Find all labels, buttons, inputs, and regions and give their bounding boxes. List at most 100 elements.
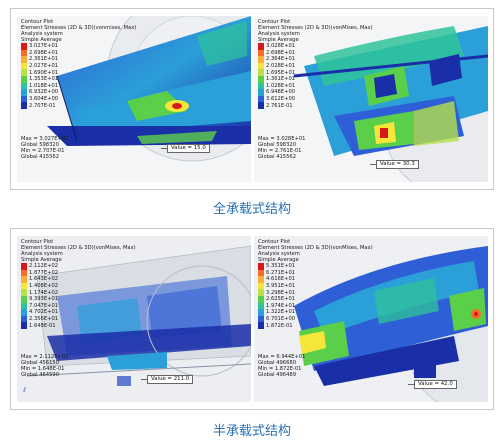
stat-max-location: Global 598320 bbox=[21, 142, 59, 148]
legend-row: 1.361E+01 bbox=[258, 75, 373, 83]
legend-swatch bbox=[258, 295, 264, 303]
legend-swatch bbox=[21, 43, 27, 50]
legend-row: 1.028E+01 bbox=[258, 82, 373, 90]
legend-swatch bbox=[21, 322, 27, 329]
stat-max: Max = 3.028E+01 bbox=[258, 136, 306, 142]
stat-min: Min = 2.707E-01 bbox=[21, 148, 65, 154]
legend-row: 1.690E+01 bbox=[21, 69, 136, 76]
legend-swatch bbox=[258, 315, 264, 323]
legend-subtitle: Element Stresses (2D & 3D)(vonMises, Max… bbox=[258, 245, 373, 251]
legend-title: Contour Plot bbox=[21, 19, 54, 25]
fea-model-view bbox=[254, 236, 488, 402]
legend-title: Contour Plot bbox=[258, 239, 291, 245]
legend-system: Analysis system bbox=[258, 31, 300, 37]
value-callout: Value = 15.0 bbox=[161, 144, 210, 153]
legend-value: 2.761E-01 bbox=[266, 102, 293, 109]
legend-averaging: Simple Average bbox=[258, 37, 299, 43]
legend-subtitle: Element Stresses (2D & 3D)(vonMises, Max… bbox=[258, 25, 373, 31]
legend-row: 2.028E+01 bbox=[258, 62, 373, 70]
legend-row: 2.361E+01 bbox=[21, 56, 136, 63]
stats-block: Max = 2.112E+02 Global 456150 Min = 1.64… bbox=[21, 354, 68, 378]
legend-value: 1.018E+01 bbox=[29, 82, 59, 89]
fea-model-view bbox=[47, 16, 251, 162]
legend-swatch bbox=[21, 302, 27, 310]
legend-row: 3.951E+01 bbox=[258, 282, 373, 290]
legend-swatch bbox=[21, 263, 27, 270]
legend-value: 3.298E+01 bbox=[266, 289, 296, 296]
legend-value: 7.047E+01 bbox=[29, 302, 59, 309]
legend-value: 1.974E+01 bbox=[266, 302, 296, 309]
legend-value: 6.932E+00 bbox=[29, 89, 59, 96]
legend-row: 1.174E+02 bbox=[21, 289, 136, 296]
legend-row: 3.027E+01 bbox=[21, 43, 136, 50]
legend-system: Analysis system bbox=[21, 251, 63, 257]
legend-value: 6.701E+00 bbox=[266, 316, 296, 323]
legend-row: 1.648E-01 bbox=[21, 322, 136, 329]
legend-row: 6.948E+00 bbox=[258, 89, 373, 96]
legend-swatch bbox=[258, 309, 264, 316]
stats-block: Max = 3.028E+01 Global 598320 Min = 2.76… bbox=[258, 136, 305, 160]
legend-row: 1.322E+01 bbox=[258, 309, 373, 316]
legend-swatch bbox=[258, 62, 264, 70]
legend-value: 2.364E+01 bbox=[266, 56, 296, 63]
legend-value: 5.351E+01 bbox=[266, 263, 296, 270]
legend-row: 6.701E+00 bbox=[258, 315, 373, 323]
contour-plot-panel: Contour Plot Element Stresses (2D & 3D)(… bbox=[254, 16, 488, 182]
legend-value: 1.648E-01 bbox=[29, 322, 56, 329]
legend-value: 3.028E+01 bbox=[266, 43, 296, 50]
stat-min-location: Global 415562 bbox=[258, 154, 296, 160]
stat-max-location: Global 496680 bbox=[258, 360, 296, 366]
legend-swatch bbox=[258, 89, 264, 96]
legend-row: 2.698E+01 bbox=[21, 49, 136, 57]
legend-row: 2.761E-01 bbox=[258, 102, 373, 109]
fea-model-view bbox=[293, 26, 488, 182]
legend-value: 2.356E+01 bbox=[29, 316, 59, 323]
stats-block: Max = 3.027E+01 Global 598320 Min = 2.70… bbox=[21, 136, 68, 160]
color-legend: Contour Plot Element Stresses (2D & 3D)(… bbox=[21, 239, 136, 329]
legend-row: 2.356E+01 bbox=[21, 315, 136, 323]
legend-swatch bbox=[21, 95, 27, 103]
stat-min: Min = 1.648E-01 bbox=[21, 366, 65, 372]
legend-value: 2.698E+01 bbox=[266, 49, 296, 56]
legend-value: 1.872E-01 bbox=[266, 322, 293, 329]
legend-value: 1.690E+01 bbox=[29, 69, 59, 76]
legend-averaging: Simple Average bbox=[21, 257, 62, 263]
legend-swatch bbox=[21, 62, 27, 70]
legend-system: Analysis system bbox=[258, 251, 300, 257]
legend-value: 1.028E+01 bbox=[266, 82, 296, 89]
legend-row: 3.298E+01 bbox=[258, 289, 373, 296]
legend-value: 3.951E+01 bbox=[266, 283, 296, 290]
legend-value: 4.702E+01 bbox=[29, 309, 59, 316]
figure-semi-load-bearing: Contour Plot Element Stresses (2D & 3D)(… bbox=[10, 228, 494, 410]
legend-value: 3.027E+01 bbox=[29, 43, 59, 50]
legend-swatch bbox=[21, 289, 27, 296]
legend-swatch bbox=[21, 75, 27, 83]
legend-value: 6.271E+01 bbox=[266, 269, 296, 276]
stat-max: Max = 6.944E+01 bbox=[258, 354, 306, 360]
legend-value: 2.028E+01 bbox=[266, 63, 296, 70]
color-legend: Contour Plot Element Stresses (2D & 3D)(… bbox=[21, 19, 136, 109]
legend-row: 6.271E+01 bbox=[258, 269, 373, 277]
legend-value: 1.643E+02 bbox=[29, 276, 59, 283]
legend-swatch bbox=[258, 289, 264, 296]
stat-min: Min = 1.872E-01 bbox=[258, 366, 302, 372]
legend-row: 1.018E+01 bbox=[21, 82, 136, 90]
stat-min: Min = 2.761E-01 bbox=[258, 148, 302, 154]
contour-plot-panel: Contour Plot Element Stresses (2D & 3D)(… bbox=[17, 16, 251, 182]
legend-swatch bbox=[258, 276, 264, 283]
color-legend: Contour Plot Element Stresses (2D & 3D)(… bbox=[258, 239, 373, 329]
legend-row: 2.027E+01 bbox=[21, 62, 136, 70]
legend-value: 1.174E+02 bbox=[29, 289, 59, 296]
legend-value: 9.393E+01 bbox=[29, 296, 59, 303]
legend-swatch bbox=[21, 56, 27, 63]
legend-row: 1.643E+02 bbox=[21, 276, 136, 283]
legend-swatch bbox=[258, 322, 264, 329]
legend-swatch bbox=[258, 282, 264, 290]
legend-swatch bbox=[21, 49, 27, 57]
legend-swatch bbox=[258, 82, 264, 90]
legend-row: 2.112E+02 bbox=[21, 263, 136, 270]
fea-model-view bbox=[17, 236, 251, 402]
legend-averaging: Simple Average bbox=[21, 37, 62, 43]
legend-swatch bbox=[258, 75, 264, 83]
stat-max-location: Global 456150 bbox=[21, 360, 59, 366]
